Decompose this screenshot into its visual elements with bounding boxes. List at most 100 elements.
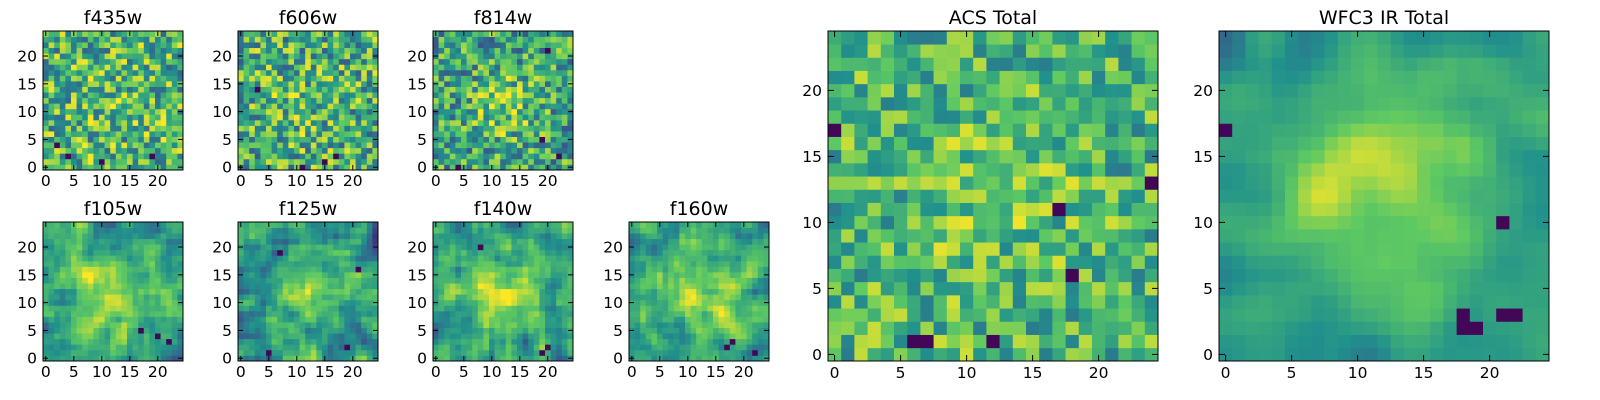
heatmap-cell [662,338,669,345]
heatmap-cell [561,266,568,273]
heatmap-cell [366,86,373,93]
heatmap-cell [533,249,540,256]
heatmap-cell [1105,215,1119,230]
heatmap-cell [550,92,557,99]
heatmap-cell [567,316,574,323]
heatmap-cell [449,310,456,317]
heatmap-cell [238,58,244,65]
heatmap-cell [277,249,284,256]
heatmap-cell [316,333,323,340]
heatmap-cell [288,47,295,54]
heatmap-cell [299,131,306,137]
heatmap-cell [310,327,317,334]
heatmap-cell [466,86,473,93]
heatmap-cell [282,58,289,65]
heatmap-cell [54,42,61,49]
heatmap-cell [500,316,507,323]
heatmap-cell [71,233,77,240]
heatmap-cell [477,153,484,160]
heatmap-cell [539,305,546,312]
heatmap-cell [449,36,456,43]
heatmap-cell [143,244,150,251]
heatmap-cell [449,125,456,132]
heatmap-cell [132,153,139,160]
heatmap-cell [305,147,312,154]
heatmap-cell [550,53,557,60]
heatmap-cell [344,249,351,256]
heatmap-cell [121,249,128,256]
heatmap-cell [372,249,379,256]
heatmap-cell [701,344,708,351]
heatmap-cell [48,260,55,267]
heatmap-cell [160,238,167,245]
heatmap-cell [59,31,66,37]
heatmap-cell [372,86,379,93]
heatmap-cell [54,305,61,312]
heatmap-cell [533,322,540,328]
heatmap-cell [634,249,641,256]
heatmap-cell [177,294,184,301]
heatmap-cell [355,97,362,104]
heatmap-cell [322,103,328,110]
heatmap-cell [93,131,100,137]
heatmap-cell [355,316,362,323]
heatmap-cell [271,299,278,306]
heatmap-cell [477,249,484,256]
heatmap-cell [668,355,675,362]
heatmap-cell [155,136,161,143]
heatmap-cell [511,114,518,121]
heatmap-cell [735,244,742,251]
heatmap-cell [310,344,317,351]
heatmap-cell [696,266,703,273]
heatmap-cell [539,31,546,37]
heatmap-cell [115,164,122,171]
heatmap-cell [372,131,379,137]
heatmap-cell [1039,268,1053,283]
heatmap-cell [828,268,842,283]
heatmap-cell [54,222,61,228]
heatmap-cell [880,163,895,177]
heatmap-cell [99,327,105,334]
heatmap-cell [82,272,89,278]
y-tick-label: 5 [27,131,37,149]
heatmap-cell [556,316,563,323]
heatmap-cell [294,64,300,71]
y-tick-label: 15 [407,266,427,284]
heatmap-cell [517,310,523,317]
heatmap-cell [338,47,345,54]
heatmap-cell [1052,321,1066,335]
heatmap-cell [171,92,178,99]
heatmap-cell [461,108,467,115]
heatmap-cell [110,42,117,49]
heatmap-cell [177,125,184,132]
heatmap-cell [305,158,312,165]
heatmap-cell [724,316,731,323]
heatmap-cell [433,125,439,132]
heatmap-cell [243,119,250,126]
heatmap-cell [294,238,300,245]
heatmap-cell [121,349,128,356]
heatmap-cell [894,281,908,296]
heatmap-cell [59,164,66,171]
heatmap-cell [138,119,145,126]
y-tick-label: 0 [222,350,232,368]
heatmap-cell [438,119,445,126]
heatmap-cell [350,266,356,273]
heatmap-cell [511,53,518,60]
heatmap-cell [344,136,351,143]
heatmap-cell [282,294,289,301]
heatmap-cell [104,47,111,54]
heatmap-cell [171,288,178,295]
heatmap-cell [71,42,77,49]
heatmap-cell [668,305,675,312]
heatmap-cell [550,58,557,65]
heatmap-cell [757,249,764,256]
heatmap-cell [483,119,490,126]
heatmap-cell [249,266,256,273]
heatmap-cell [143,103,150,110]
heatmap-cell [449,222,456,228]
heatmap-cell [121,233,128,240]
heatmap-cell [355,92,362,99]
heatmap-cell [539,322,546,328]
